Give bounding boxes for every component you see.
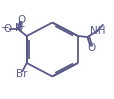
Text: NH: NH — [89, 26, 105, 36]
Text: +: + — [18, 22, 24, 31]
Text: O: O — [17, 15, 25, 25]
Text: O: O — [87, 43, 95, 53]
Text: O: O — [3, 24, 12, 34]
Text: N: N — [15, 23, 22, 33]
Text: Br: Br — [16, 69, 27, 79]
Text: −: − — [1, 23, 10, 33]
